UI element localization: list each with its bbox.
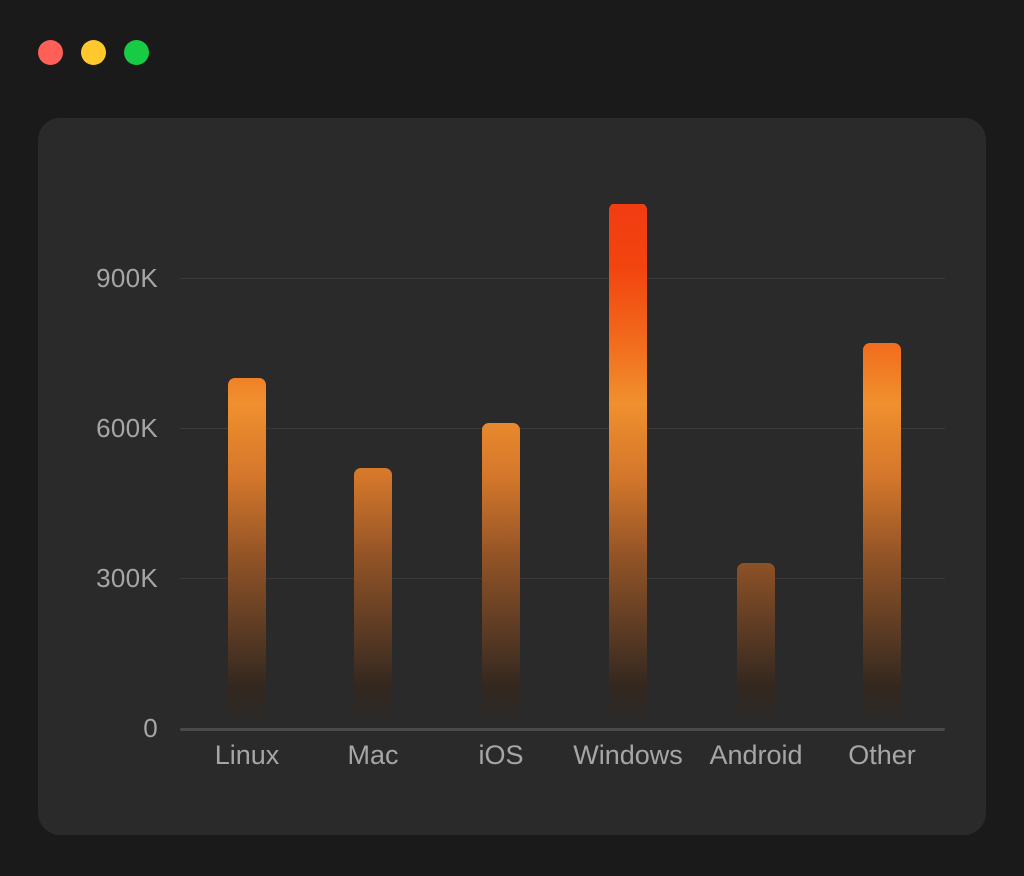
bar-slot[interactable] bbox=[482, 423, 520, 728]
y-axis: 0 300K 600K 900K bbox=[38, 118, 158, 835]
bar-mac[interactable] bbox=[354, 468, 392, 728]
y-axis-tick-label: 300K bbox=[96, 563, 158, 593]
y-axis-tick-label: 600K bbox=[96, 413, 158, 443]
bar-android[interactable] bbox=[737, 563, 775, 728]
bar-slot[interactable] bbox=[228, 378, 266, 728]
x-axis-line bbox=[180, 728, 945, 731]
traffic-light-group bbox=[38, 39, 149, 65]
x-axis-tick-label-ios: iOS bbox=[478, 740, 524, 770]
window-titlebar bbox=[0, 0, 1024, 104]
bar-ios[interactable] bbox=[482, 423, 520, 728]
gridline bbox=[180, 578, 945, 579]
x-axis-tick-label-linux: Linux bbox=[214, 740, 280, 770]
bar-other[interactable] bbox=[863, 343, 901, 728]
bar-slot[interactable] bbox=[609, 203, 647, 728]
close-button[interactable] bbox=[38, 39, 63, 65]
minimize-button[interactable] bbox=[81, 39, 106, 65]
x-axis-tick-label-mac: Mac bbox=[347, 740, 399, 770]
chart-card: 0 300K 600K 900K Linux Mac iOS Windows Android O… bbox=[38, 118, 986, 835]
y-axis-tick-label: 900K bbox=[96, 263, 158, 293]
x-axis-tick-label-other: Other bbox=[848, 740, 916, 770]
gridline bbox=[180, 428, 945, 429]
bar-chart-plot-area: 0 300K 600K 900K Linux Mac iOS Windows Android O… bbox=[38, 118, 986, 835]
x-axis-tick-label-windows: Windows bbox=[573, 740, 683, 770]
x-axis-tick-label-android: Android bbox=[709, 740, 803, 770]
maximize-button[interactable] bbox=[124, 39, 149, 65]
bar-slot[interactable] bbox=[863, 343, 901, 728]
gridline bbox=[180, 278, 945, 279]
y-axis-tick-label: 0 bbox=[143, 713, 158, 743]
bar-series: Linux Mac iOS Windows Android Other bbox=[180, 118, 945, 835]
bar-linux[interactable] bbox=[228, 378, 266, 728]
bar-slot[interactable] bbox=[737, 563, 775, 728]
bar-slot[interactable] bbox=[354, 468, 392, 728]
bar-windows[interactable] bbox=[609, 203, 647, 728]
